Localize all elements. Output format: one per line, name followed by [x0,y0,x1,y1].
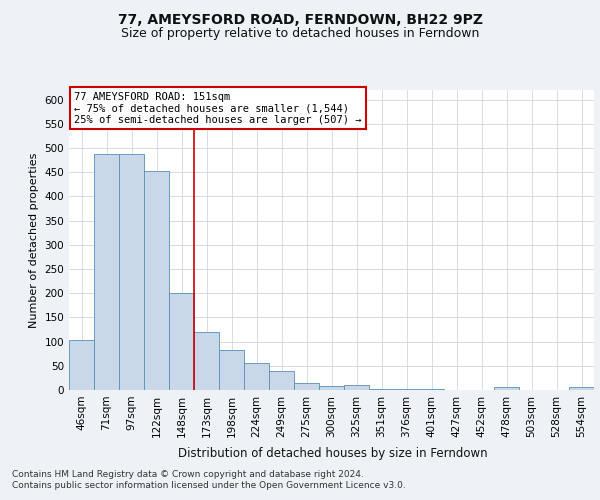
Bar [269,370,294,390]
Text: 77 AMEYSFORD ROAD: 151sqm
← 75% of detached houses are smaller (1,544)
25% of se: 77 AMEYSFORD ROAD: 151sqm ← 75% of detac… [74,92,362,124]
Bar [144,171,169,390]
Bar [119,154,144,390]
Text: Size of property relative to detached houses in Ferndown: Size of property relative to detached ho… [121,28,479,40]
Text: Contains HM Land Registry data © Crown copyright and database right 2024.: Contains HM Land Registry data © Crown c… [12,470,364,479]
Text: Distribution of detached houses by size in Ferndown: Distribution of detached houses by size … [178,448,488,460]
Bar [244,364,269,390]
Text: Contains public sector information licensed under the Open Government Licence v3: Contains public sector information licen… [12,481,406,490]
Y-axis label: Number of detached properties: Number of detached properties [29,152,39,328]
Bar [569,387,594,390]
Bar [494,387,519,390]
Bar [294,383,319,390]
Bar [344,385,369,390]
Bar [169,293,194,390]
Text: 77, AMEYSFORD ROAD, FERNDOWN, BH22 9PZ: 77, AMEYSFORD ROAD, FERNDOWN, BH22 9PZ [118,12,482,26]
Bar [219,350,244,390]
Bar [369,389,394,390]
Bar [394,389,419,390]
Bar [194,332,219,390]
Bar [419,389,444,390]
Bar [69,340,94,390]
Bar [94,154,119,390]
Bar [319,386,344,390]
